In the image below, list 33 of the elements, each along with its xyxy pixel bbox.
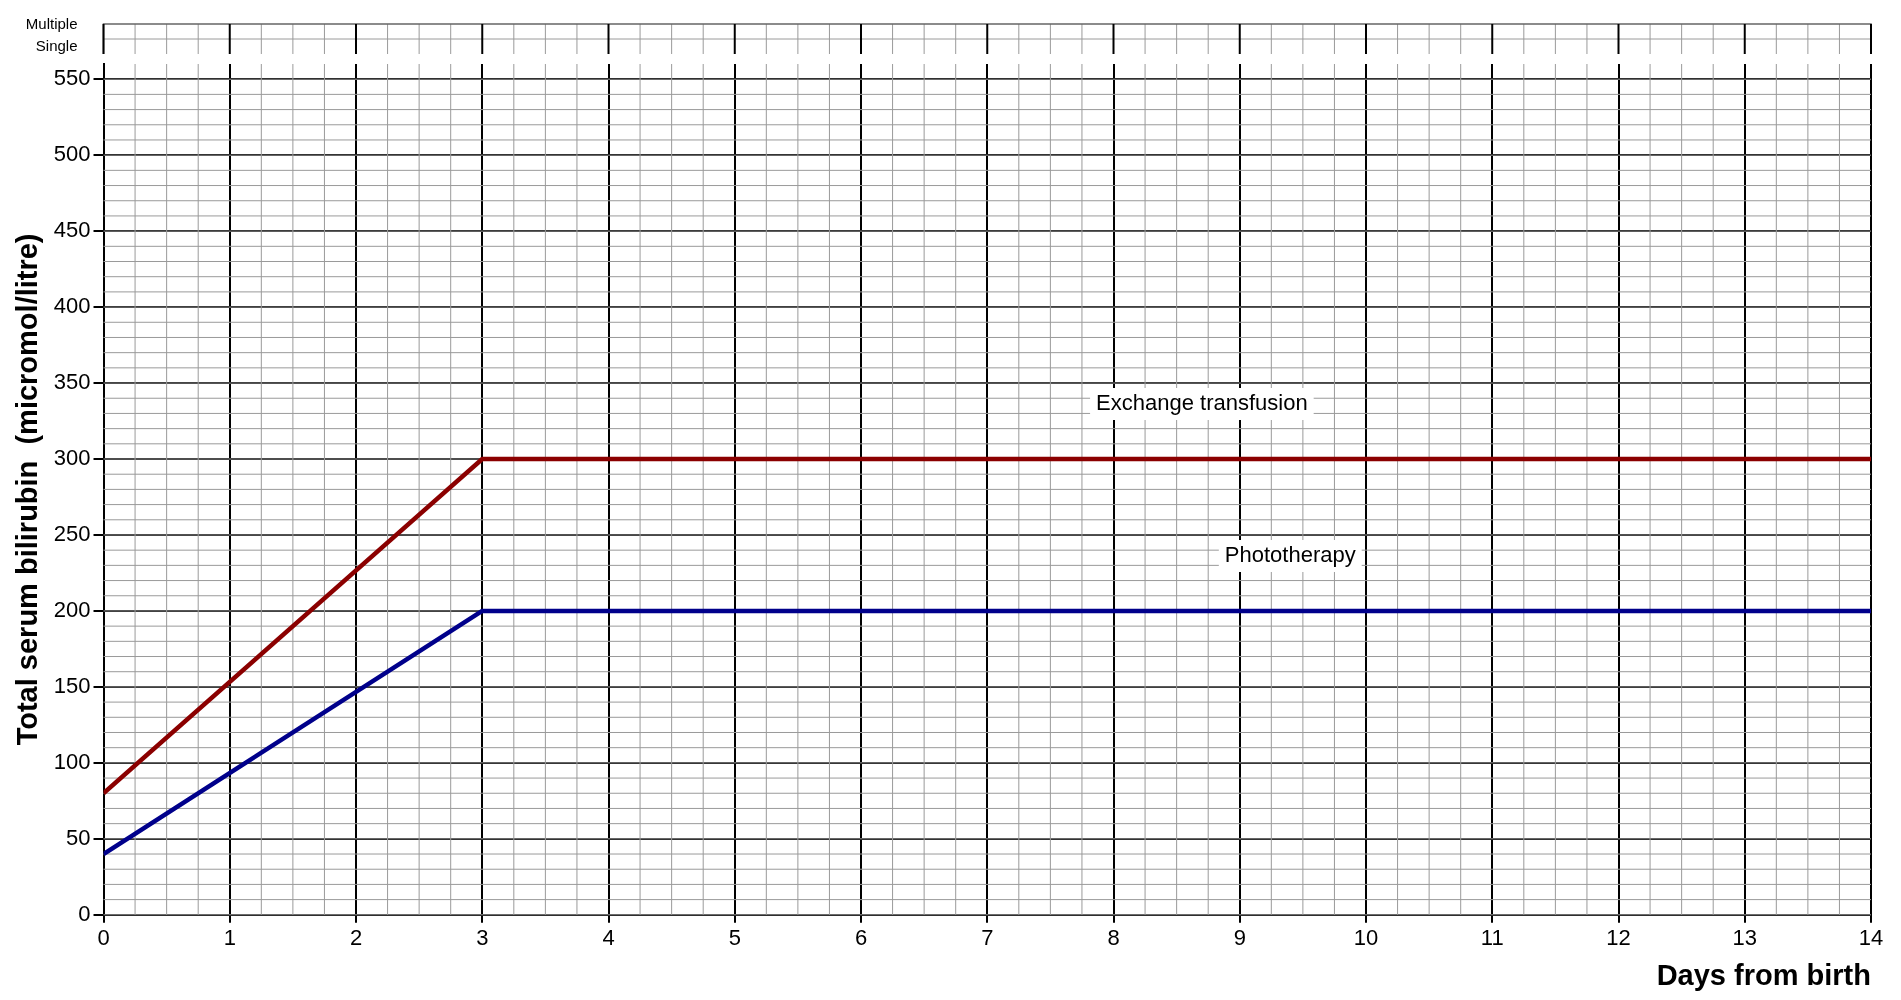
y-tick-label: 250 [53, 521, 91, 547]
x-tick-label: 5 [728, 925, 741, 951]
y-axis-title: Total serum bilirubin (micromol/litre) [11, 233, 44, 746]
x-tick-label: 0 [97, 925, 110, 951]
x-tick-label: 13 [1732, 925, 1757, 951]
x-axis-title: Days from birth [1656, 958, 1871, 991]
x-tick-label: 11 [1480, 925, 1504, 951]
x-tick-label: 1 [223, 925, 236, 951]
x-tick-label: 10 [1353, 925, 1379, 951]
y-tick-label: 350 [53, 369, 91, 395]
x-tick-label: 2 [349, 925, 363, 951]
text: Multiple [25, 15, 78, 33]
x-tick-label: 14 [1858, 925, 1884, 951]
y-tick-label: 450 [53, 217, 91, 243]
series-label: Exchange transfusion [1096, 390, 1308, 416]
x-tick-label: 9 [1233, 925, 1246, 951]
y-tick-label: 100 [53, 748, 91, 774]
x-tick-label: 12 [1606, 925, 1631, 951]
y-tick-label: 300 [53, 445, 91, 471]
y-tick-label: 550 [53, 65, 91, 91]
x-tick-label: 7 [981, 925, 994, 951]
y-tick-label: 500 [53, 141, 91, 167]
y-tick-label: 150 [53, 672, 91, 698]
x-tick-label: 4 [602, 925, 615, 951]
x-tick-label: 6 [854, 925, 868, 951]
text: Single [35, 37, 78, 55]
y-tick-label: 400 [53, 293, 91, 319]
y-tick-label: 0 [78, 900, 91, 926]
x-tick-label: 8 [1107, 925, 1120, 951]
y-tick-label: 50 [66, 824, 91, 850]
x-tick-label: 3 [476, 925, 489, 951]
series-label: Phototherapy [1224, 542, 1356, 568]
y-tick-label: 200 [53, 597, 91, 623]
